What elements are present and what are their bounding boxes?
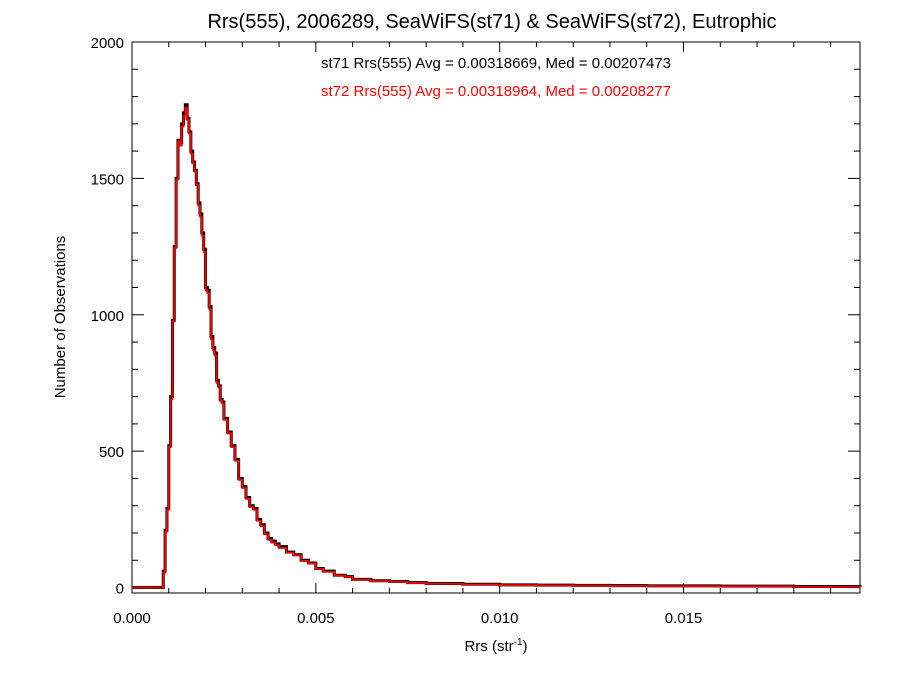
series-st71-line <box>132 103 862 590</box>
x-axis-label-suffix: ) <box>523 638 528 655</box>
x-tick-label: 0.005 <box>297 610 335 627</box>
y-tick-label: 2000 <box>91 35 124 52</box>
y-tick-label: 0 <box>116 581 124 598</box>
y-tick-label: 1000 <box>91 308 124 325</box>
axis-ticks <box>131 41 860 593</box>
x-tick-label: 0.015 <box>665 610 703 627</box>
y-tick-label: 500 <box>99 444 124 461</box>
x-tick-label: 0.010 <box>481 610 519 627</box>
series-layer <box>132 103 862 590</box>
chart-title: Rrs(555), 2006289, SeaWiFS(st71) & SeaWi… <box>207 11 776 33</box>
x-axis-label: Rrs (str-1) <box>464 637 527 655</box>
series-st72-line <box>132 106 861 589</box>
x-tick-label: 0.000 <box>113 610 151 627</box>
annotation-st71: st71 Rrs(555) Avg = 0.00318669, Med = 0.… <box>321 55 671 72</box>
y-tick-label: 1500 <box>91 171 124 188</box>
y-axis-label: Number of Observations <box>52 236 69 399</box>
annotation-st72: st72 Rrs(555) Avg = 0.00318964, Med = 0.… <box>321 83 671 100</box>
x-axis-label-superscript: -1 <box>514 637 523 648</box>
x-axis-label-main: Rrs (str <box>464 638 513 655</box>
plot-frame <box>131 41 861 594</box>
axis-tick-labels: 0.000 0.005 0.010 0.015 0 500 1000 1500 2000 <box>91 35 703 627</box>
